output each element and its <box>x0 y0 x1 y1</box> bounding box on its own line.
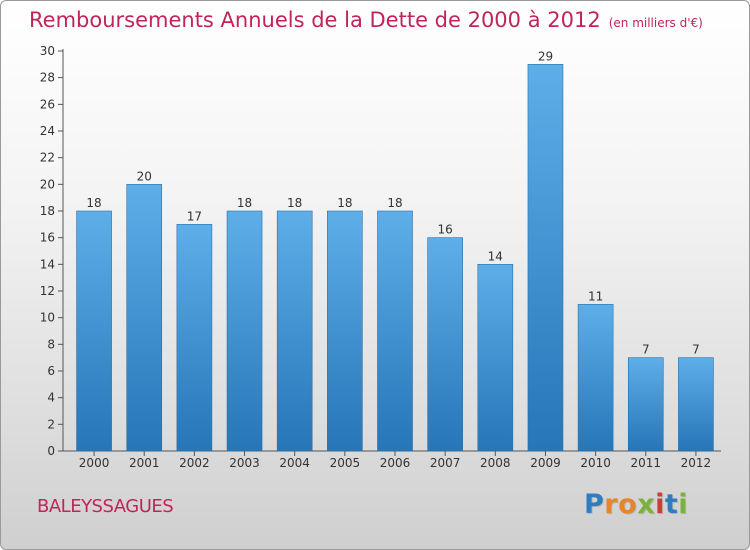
bar-2003 <box>226 210 263 452</box>
y-tick-label: 14 <box>40 257 55 271</box>
bar-2008 <box>477 264 514 452</box>
y-tick-label: 28 <box>40 71 55 85</box>
x-tick-label-2001: 2001 <box>129 456 160 470</box>
y-tick-label: 22 <box>40 151 55 165</box>
bar-2002 <box>176 224 213 452</box>
bar-2004 <box>276 210 313 452</box>
chart-title-text: Remboursements Annuels de la Dette de 20… <box>29 8 601 32</box>
chart-title: Remboursements Annuels de la Dette de 20… <box>29 8 703 32</box>
y-tick-label: 6 <box>47 364 55 378</box>
bar-2000 <box>76 210 112 452</box>
x-tick-label-2011: 2011 <box>630 456 661 470</box>
logo-letter: i <box>655 489 665 520</box>
bar-2009 <box>527 64 564 452</box>
logo-letter: i <box>678 489 689 520</box>
data-label-2010: 11 <box>588 289 603 303</box>
data-label-2001: 20 <box>137 169 152 183</box>
x-tick-label-2005: 2005 <box>330 456 361 470</box>
logo-letter: x <box>637 489 656 520</box>
y-tick-label: 12 <box>40 284 55 298</box>
y-tick-label: 20 <box>40 177 55 191</box>
data-label-2008: 14 <box>488 249 503 263</box>
commune-name: BALEYSSAGUES <box>37 496 174 517</box>
data-label-2011: 7 <box>642 343 650 357</box>
y-tick-label: 8 <box>47 337 55 351</box>
logo-letter: r <box>604 489 619 520</box>
data-label-2006: 18 <box>387 196 402 210</box>
proxiti-logo: Proxiti <box>584 489 688 520</box>
data-label-2009: 29 <box>538 49 553 63</box>
data-label-2012: 7 <box>692 343 700 357</box>
bar-2010 <box>577 304 614 452</box>
y-tick-label: 0 <box>47 444 55 458</box>
data-label-2007: 16 <box>438 223 453 237</box>
data-label-2000: 18 <box>86 196 101 210</box>
data-label-2003: 18 <box>237 196 252 210</box>
logo-letter: o <box>618 489 638 520</box>
bar-2012 <box>678 357 714 452</box>
y-tick-label: 4 <box>47 391 55 405</box>
x-tick-label-2008: 2008 <box>480 456 511 470</box>
x-tick-label-2002: 2002 <box>179 456 210 470</box>
y-tick-label: 10 <box>40 311 55 325</box>
x-tick-label-2007: 2007 <box>430 456 461 470</box>
x-tick-label-2003: 2003 <box>229 456 260 470</box>
x-tick-label-2006: 2006 <box>380 456 411 470</box>
x-tick-label-2000: 2000 <box>79 456 110 470</box>
bar-2005 <box>327 210 363 452</box>
x-tick-label-2012: 2012 <box>681 456 712 470</box>
bar-2011 <box>627 357 664 452</box>
x-tick-label-2009: 2009 <box>530 456 561 470</box>
y-tick-label: 26 <box>40 97 55 111</box>
logo-letter: P <box>584 489 605 520</box>
logo-letter: t <box>664 489 679 520</box>
bar-2001 <box>126 184 163 452</box>
y-tick-label: 30 <box>40 44 55 58</box>
y-tick-label: 16 <box>40 231 55 245</box>
data-label-2004: 18 <box>287 196 302 210</box>
y-tick-label: 2 <box>47 417 55 431</box>
bar-2006 <box>377 210 413 452</box>
y-tick-label: 18 <box>40 204 55 218</box>
data-label-2002: 17 <box>187 209 202 223</box>
chart-unit: (en milliers d'€) <box>608 16 703 30</box>
data-label-2005: 18 <box>337 196 352 210</box>
bar-2007 <box>427 237 463 452</box>
x-tick-label-2010: 2010 <box>580 456 611 470</box>
y-tick-label: 24 <box>40 124 55 138</box>
x-tick-label-2004: 2004 <box>279 456 310 470</box>
